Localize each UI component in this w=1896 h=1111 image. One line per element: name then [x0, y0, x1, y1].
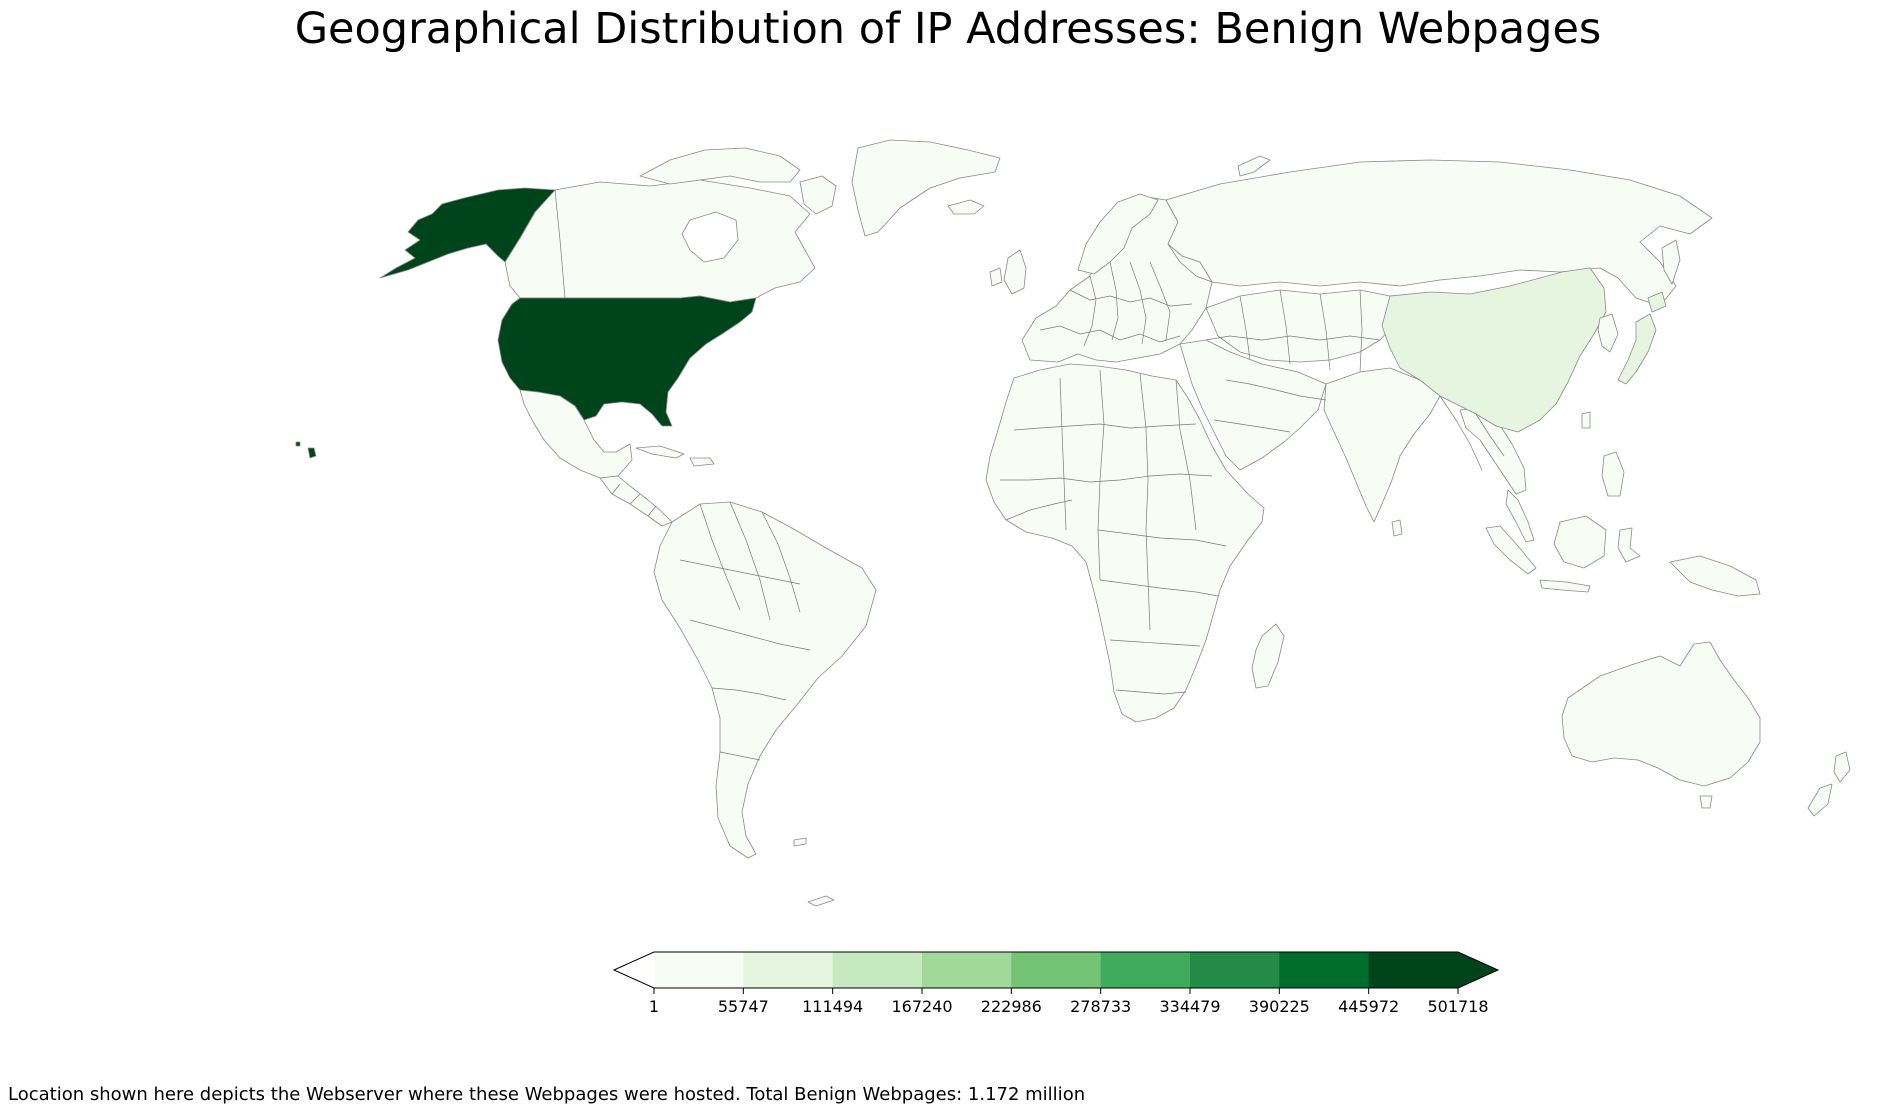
region-ireland	[989, 267, 1003, 287]
region-japan	[1617, 313, 1657, 385]
region-novaya-zemlya	[1237, 155, 1271, 177]
region-australia	[1561, 641, 1761, 787]
region-hispaniola	[689, 457, 715, 467]
hudson-bay	[681, 211, 739, 263]
map-title: Geographical Distribution of IP Addresse…	[294, 4, 1602, 54]
map-caption: Location shown here depicts the Webserve…	[8, 1084, 1086, 1105]
colorbar-tick-label: 167240	[891, 997, 952, 1016]
region-new-guinea	[1669, 555, 1761, 597]
colorbar-segment	[832, 952, 923, 988]
region-alaska	[379, 187, 556, 279]
colorbar-segment	[1190, 952, 1280, 988]
region-south-america	[653, 501, 877, 859]
colorbar-segment	[922, 952, 1012, 988]
region-hawaii	[307, 447, 317, 459]
region-new-zealand-south	[1807, 783, 1833, 817]
region-canada	[504, 179, 816, 303]
region-canada-islands	[639, 147, 801, 185]
region-madagascar	[1251, 623, 1285, 689]
region-greenland	[851, 139, 1001, 237]
colorbar-segment	[743, 952, 834, 988]
colorbar-tick-label: 334479	[1159, 997, 1220, 1016]
region-central-asia	[1205, 289, 1401, 363]
region-scandinavia	[1077, 193, 1159, 275]
region-new-zealand-north	[1833, 751, 1851, 783]
country-borders	[554, 189, 1505, 761]
region-malay-peninsula	[1505, 489, 1535, 543]
colorbar-segment	[1011, 952, 1102, 988]
region-sumatra	[1485, 525, 1537, 575]
colorbar-tick-label: 222986	[981, 997, 1042, 1016]
colorbar-tick-label: 55747	[718, 997, 769, 1016]
colorbar-tick-label: 390225	[1249, 997, 1310, 1016]
region-antarctic-fragment	[807, 895, 835, 907]
region-mexico	[519, 389, 633, 479]
region-tasmania	[1699, 795, 1713, 809]
region-baffin-island	[799, 175, 837, 215]
region-middle-east	[1179, 339, 1327, 471]
colorbar-segment	[654, 952, 744, 988]
colorbar-tick-label: 111494	[802, 997, 863, 1016]
colorbar-tick-label: 445972	[1338, 997, 1399, 1016]
land-layer	[295, 139, 1851, 907]
colorbar-segment	[1279, 952, 1370, 988]
region-china	[1381, 267, 1607, 433]
colorbar-segment	[1368, 952, 1459, 988]
region-united-states	[497, 295, 757, 427]
region-cuba	[635, 445, 685, 459]
colorbar-tick-label: 278733	[1070, 997, 1131, 1016]
colorbar-over-triangle	[1458, 952, 1498, 988]
region-philippines	[1601, 451, 1625, 497]
region-iceland	[947, 199, 985, 215]
colorbar-tick-label: 501718	[1427, 997, 1488, 1016]
region-central-america	[599, 475, 673, 527]
region-india	[1323, 367, 1441, 523]
region-sri-lanka	[1391, 519, 1403, 537]
colorbar-tick-label: 1	[649, 997, 659, 1016]
region-java	[1539, 579, 1591, 593]
region-hawaii-small	[295, 441, 301, 447]
region-falklands	[793, 837, 807, 847]
region-hokkaido	[1647, 291, 1667, 313]
region-korea	[1597, 313, 1619, 353]
region-borneo	[1553, 515, 1607, 569]
colorbar-under-triangle	[614, 952, 654, 988]
colorbar: 1 55747 111494 167240 222986 278733 334479 3902…	[612, 951, 1500, 1016]
colorbar-segment	[1100, 952, 1191, 988]
region-africa	[985, 363, 1265, 723]
region-united-kingdom	[1003, 249, 1027, 295]
region-russia	[1165, 159, 1713, 307]
region-sulawesi	[1617, 527, 1641, 563]
region-taiwan	[1581, 411, 1591, 429]
region-kamchatka	[1661, 239, 1681, 285]
